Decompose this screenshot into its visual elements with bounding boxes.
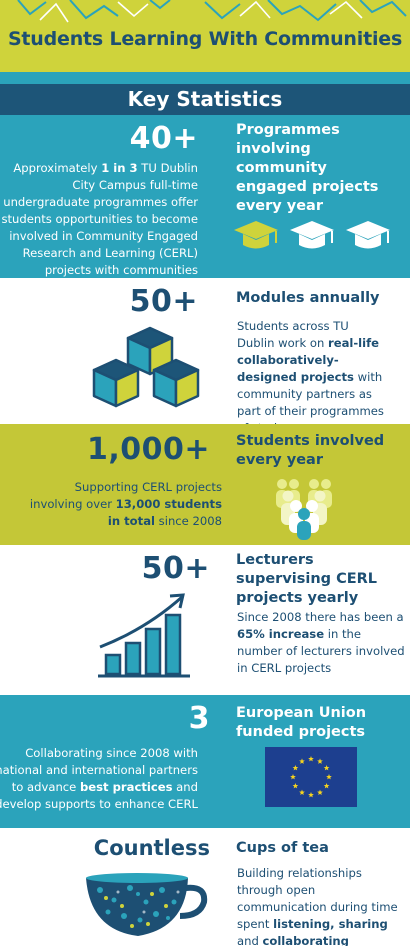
stat-number: 40+ [129,121,198,156]
header-stripe [0,72,410,84]
eu-star-icon [323,765,330,771]
eu-star-icon [308,756,314,762]
stat-description: Supporting CERL projects involving over … [29,480,222,528]
eu-star-icon [326,774,332,780]
stat-headline: Lecturers supervising CERL projects year… [236,552,378,606]
stat-number: 3 [188,701,210,736]
stat-headline: Modules annually [236,290,380,306]
stat-headline: Programmes involving community engaged p… [236,122,379,214]
key-statistics-title: Key Statistics [127,87,283,111]
eu-star-icon [299,758,305,764]
teacup-icon [86,873,208,936]
stat-number: 50+ [141,551,210,586]
stat-description: Collaborating since 2008 with national a… [0,746,198,811]
header-decoration-icon [17,0,407,23]
stat-eu-projects: 3 European Union funded projects Collabo… [0,695,410,828]
stat-headline: Students involved every year [236,433,385,468]
stat-number: 1,000+ [86,432,210,467]
eu-flag-icon [265,747,357,807]
eu-star-icon [292,783,299,789]
eu-star-icon [317,758,323,764]
stat-description: Building relationships through open comm… [237,866,398,946]
stat-description: Approximately 1 in 3 TU Dublin City Camp… [1,161,198,277]
stat-number: 50+ [129,284,198,319]
eu-star-icon [317,789,323,796]
stat-headline: European Union funded projects [236,705,367,740]
people-group-icon [276,479,332,540]
stat-students: 1,000+ Students involved every year Supp… [0,424,410,545]
eu-star-icon [308,792,314,798]
eu-star-icon [299,789,305,796]
graduation-cap-icon [234,221,390,249]
stat-cups-of-tea: Countless Cups of tea Building relations… [0,828,410,946]
stat-modules: 50+ Modules annually Students across TU … [0,278,410,424]
eu-star-icon [323,783,330,789]
stat-headline: Cups of tea [236,840,329,856]
eu-star-icon [292,765,299,771]
stat-description: Since 2008 there has been a 65% increase… [237,610,405,675]
header: Students Learning With Communities [0,0,410,72]
stat-lecturers: 50+ Lecturers supervising CERL projects … [0,545,410,695]
stat-programmes: 40+ Programmes involving community engag… [0,115,410,278]
key-statistics-bar: Key Statistics [0,84,410,115]
page-title: Students Learning With Communities [7,28,403,50]
cubes-icon [92,326,200,408]
growth-chart-icon [98,593,190,678]
stat-description: Students across TU Dublin work on real-l… [237,319,384,424]
eu-star-icon [290,774,296,780]
stat-number: Countless [93,836,210,860]
